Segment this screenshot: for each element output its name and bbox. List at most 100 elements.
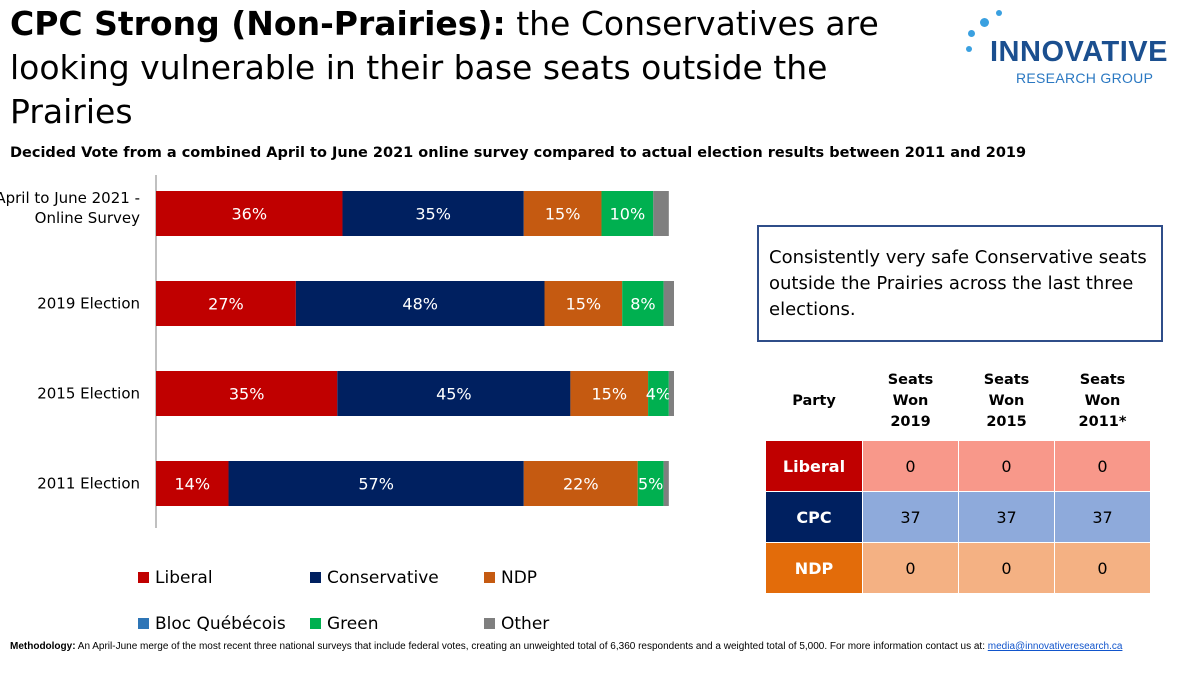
data-label: 45% bbox=[436, 385, 472, 404]
title-rest: the Conservatives are looking vulnerable… bbox=[10, 4, 879, 131]
seat-count-cell: 37 bbox=[1054, 491, 1151, 543]
logo-dot-icon bbox=[966, 46, 972, 52]
seat-count-cell: 0 bbox=[862, 440, 959, 492]
legend-item: Conservative bbox=[310, 568, 439, 588]
legend-item: Green bbox=[310, 614, 378, 634]
header-word: Won bbox=[988, 392, 1025, 409]
legend-label: Liberal bbox=[155, 568, 213, 588]
bar-segment-liberal bbox=[156, 371, 338, 416]
legend-swatch bbox=[310, 572, 321, 583]
legend-item: Bloc Québécois bbox=[138, 614, 286, 634]
bar-segment-ndp bbox=[523, 191, 602, 236]
header-seats-2011: Seats Won 2011* bbox=[1055, 362, 1151, 441]
bar-segment-liberal bbox=[156, 281, 296, 326]
legend-swatch bbox=[138, 572, 149, 583]
header-word: Won bbox=[892, 392, 929, 409]
header-word: Seats bbox=[983, 371, 1030, 388]
methodology-label: Methodology: bbox=[10, 641, 76, 652]
legend-swatch bbox=[484, 618, 495, 629]
logo-name: INNOVATIVE bbox=[990, 36, 1168, 68]
data-label: 27% bbox=[208, 295, 244, 314]
bar-segment-green bbox=[601, 191, 654, 236]
logo-dot-icon bbox=[996, 10, 1002, 16]
seat-count-cell: 0 bbox=[1054, 440, 1151, 492]
data-label: 35% bbox=[415, 205, 451, 224]
legend-swatch bbox=[138, 618, 149, 629]
data-label: 57% bbox=[358, 475, 394, 494]
data-label: 35% bbox=[229, 385, 265, 404]
data-label: 4% bbox=[646, 385, 671, 404]
bar-segment-other bbox=[668, 371, 674, 416]
category-label: 2015 Election bbox=[37, 385, 140, 403]
header-word: Seats bbox=[1079, 371, 1126, 388]
bar-segment-other bbox=[663, 461, 669, 506]
bar-segment-other bbox=[653, 191, 669, 236]
data-label: 8% bbox=[630, 295, 655, 314]
seat-count-cell: 0 bbox=[958, 542, 1055, 594]
bar-segment-ndp bbox=[523, 461, 638, 506]
data-label: 15% bbox=[566, 295, 602, 314]
legend-swatch bbox=[484, 572, 495, 583]
page-title: CPC Strong (Non-Prairies): the Conservat… bbox=[10, 2, 910, 134]
data-label: 48% bbox=[402, 295, 438, 314]
legend-label: Conservative bbox=[327, 568, 439, 588]
seats-table-header: Party Seats Won 2019 Seats Won 2015 Seats Won… bbox=[766, 362, 1151, 441]
legend-label: Bloc Québécois bbox=[155, 614, 286, 634]
party-cell: Liberal bbox=[765, 440, 863, 492]
bar-segment-conservative bbox=[295, 281, 545, 326]
logo-dot-icon bbox=[980, 18, 989, 27]
category-label: April to June 2021 -Online Survey bbox=[0, 189, 140, 227]
contact-email-link[interactable]: media@innovativeresearch.ca bbox=[987, 641, 1123, 652]
bar-segment-liberal bbox=[156, 191, 343, 236]
data-label: 15% bbox=[591, 385, 627, 404]
legend-label: NDP bbox=[501, 568, 538, 588]
header-seats-2019: Seats Won 2019 bbox=[863, 362, 959, 441]
legend-item: NDP bbox=[484, 568, 537, 588]
header-word: Won bbox=[1084, 392, 1121, 409]
bar-segment-ndp bbox=[544, 281, 623, 326]
seats-table: Party Seats Won 2019 Seats Won 2015 Seats Won… bbox=[765, 362, 1151, 594]
seat-count-cell: 0 bbox=[958, 440, 1055, 492]
legend-swatch bbox=[310, 618, 321, 629]
party-cell: CPC bbox=[765, 491, 863, 543]
header-seats-2015: Seats Won 2015 bbox=[959, 362, 1055, 441]
data-label: 14% bbox=[174, 475, 210, 494]
company-logo: INNOVATIVE RESEARCH GROUP bbox=[960, 8, 1190, 98]
logo-subtitle: RESEARCH GROUP bbox=[1016, 70, 1154, 86]
chart-subtitle: Decided Vote from a combined April to Ju… bbox=[10, 145, 1027, 161]
bar-segment-conservative bbox=[342, 191, 524, 236]
logo-dot-icon bbox=[968, 30, 975, 37]
bar-segment-green bbox=[637, 461, 664, 506]
title-bold: CPC Strong (Non-Prairies): bbox=[10, 4, 506, 43]
table-row: Liberal 0 0 0 bbox=[765, 440, 1151, 492]
chart-legend: Liberal Conservative NDP Bloc Québécois Gree… bbox=[0, 560, 620, 640]
header-word: 2019 bbox=[890, 413, 931, 430]
header-party: Party bbox=[792, 392, 836, 409]
bar-segment-other bbox=[663, 281, 674, 326]
header-word: Seats bbox=[887, 371, 934, 388]
bar-segment-green bbox=[622, 281, 664, 326]
bar-segment-green bbox=[648, 371, 669, 416]
data-label: 5% bbox=[638, 475, 663, 494]
data-label: 15% bbox=[545, 205, 581, 224]
data-label: 36% bbox=[231, 205, 267, 224]
methodology-note: Methodology: An April-June merge of the … bbox=[10, 640, 1195, 653]
bar-segment-conservative bbox=[228, 461, 524, 506]
header-word: 2011* bbox=[1078, 413, 1127, 430]
table-row: CPC 37 37 37 bbox=[765, 491, 1151, 543]
methodology-text: An April-June merge of the most recent t… bbox=[75, 641, 988, 652]
bar-segment-conservative bbox=[337, 371, 571, 416]
table-row: NDP 0 0 0 bbox=[765, 542, 1151, 594]
seat-count-cell: 0 bbox=[1054, 542, 1151, 594]
header-word: 2015 bbox=[986, 413, 1027, 430]
legend-label: Green bbox=[327, 614, 379, 634]
seat-count-cell: 37 bbox=[958, 491, 1055, 543]
legend-item: Other bbox=[484, 614, 549, 634]
party-cell: NDP bbox=[765, 542, 863, 594]
legend-label: Other bbox=[501, 614, 550, 634]
category-label: 2011 Election bbox=[37, 475, 140, 493]
data-label: 22% bbox=[563, 475, 599, 494]
data-label: 10% bbox=[610, 205, 646, 224]
legend-item: Liberal bbox=[138, 568, 213, 588]
note-box: Consistently very safe Conservative seat… bbox=[757, 225, 1163, 342]
